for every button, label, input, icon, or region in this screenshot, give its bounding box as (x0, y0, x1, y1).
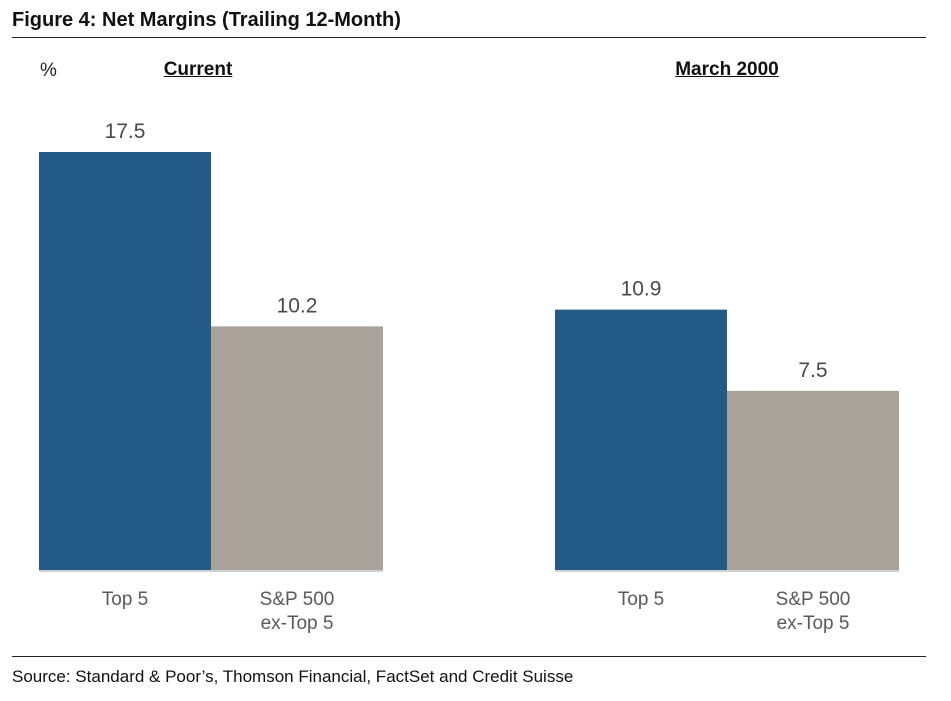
bottom-rule (12, 656, 926, 657)
category-label-1-1-1: ex-Top 5 (777, 613, 850, 634)
bar-0-1 (211, 326, 383, 570)
category-label-1-1-0: S&P 500 (776, 589, 851, 610)
group-title-current: Current (163, 59, 233, 80)
group-title-march-2000: March 2000 (675, 59, 779, 80)
bar-0-0 (39, 152, 211, 570)
top-rule (12, 37, 926, 38)
data-label-1-1: 7.5 (798, 359, 827, 382)
bar-1-1 (727, 390, 899, 570)
source-note: Source: Standard & Poor’s, Thomson Finan… (12, 667, 574, 686)
category-label-0-0-0: Top 5 (102, 589, 148, 610)
figure-title: Figure 4: Net Margins (Trailing 12-Month… (12, 9, 401, 31)
category-label-0-1-0: S&P 500 (260, 589, 335, 610)
data-label-0-1: 10.2 (277, 294, 318, 317)
data-label-0-0: 17.5 (105, 120, 146, 143)
category-label-0-1-1: ex-Top 5 (261, 613, 334, 634)
category-label-1-0-0: Top 5 (618, 589, 664, 610)
y-unit-label: % (40, 60, 57, 81)
bar-1-0 (555, 309, 727, 570)
data-label-1-0: 10.9 (621, 278, 662, 301)
